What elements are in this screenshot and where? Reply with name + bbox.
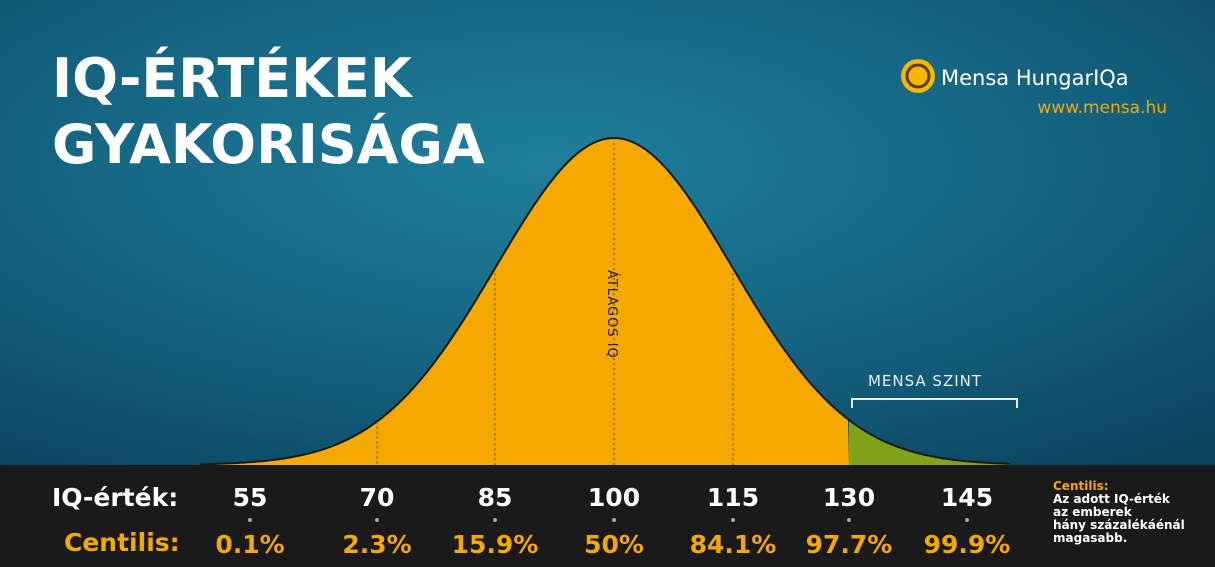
iq-value: 100 — [588, 483, 640, 512]
centile-value: 0.1% — [215, 530, 284, 559]
mensa-label: MENSA SZINT — [868, 372, 982, 390]
dot — [493, 518, 497, 522]
iq-value: 130 — [823, 483, 875, 512]
centile-value: 99.9% — [924, 530, 1011, 559]
iq-value: 115 — [707, 483, 759, 512]
row-label: Centilis: — [64, 528, 180, 557]
iq-value: 85 — [478, 483, 513, 512]
iq-value: 70 — [360, 483, 395, 512]
dot — [612, 518, 616, 522]
title-line: GYAKORISÁGA — [52, 113, 485, 176]
note-line: az emberek — [1053, 505, 1133, 519]
dot — [847, 518, 851, 522]
page: {"title": ["IQ-ÉRTÉKEK", "GYAKORISÁGA"],… — [0, 0, 1215, 567]
centile-value: 84.1% — [690, 530, 777, 559]
curve-label: ÁTLAGOS IQ — [604, 270, 620, 359]
row-label: IQ-érték: — [52, 483, 178, 512]
dot — [731, 518, 735, 522]
note-title: Centilis: — [1053, 479, 1109, 493]
dot — [965, 518, 969, 522]
dot — [248, 518, 252, 522]
note-line: magasabb. — [1053, 531, 1127, 545]
centile-value: 2.3% — [342, 530, 411, 559]
dot — [375, 518, 379, 522]
infographic: IQ-ÉRTÉKEK GYAKORISÁGA Mensa HungarIQa w… — [0, 0, 1215, 567]
centile-value: 97.7% — [806, 530, 893, 559]
note-line: Az adott IQ-érték — [1053, 492, 1171, 506]
iq-value: 55 — [233, 483, 268, 512]
centile-value: 15.9% — [452, 530, 539, 559]
title-line: IQ-ÉRTÉKEK — [52, 47, 414, 110]
iq-value: 145 — [941, 483, 993, 512]
logo-url: www.mensa.hu — [1037, 98, 1167, 118]
logo-name: Mensa HungarIQa — [941, 66, 1129, 90]
note-line: hány százalékáénál — [1053, 518, 1185, 532]
centile-value: 50% — [584, 530, 644, 559]
